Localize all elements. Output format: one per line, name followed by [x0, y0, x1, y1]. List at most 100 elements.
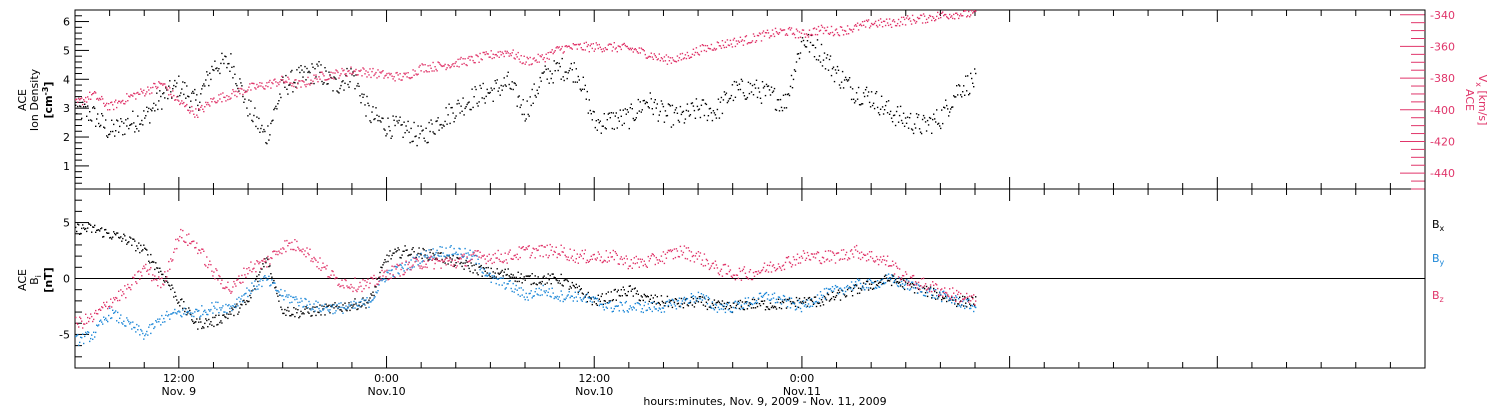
ion-density-point	[890, 117, 893, 119]
ion-density-point	[303, 71, 305, 73]
ion-density-point	[805, 46, 808, 48]
by-point	[542, 284, 544, 287]
vx-point	[802, 29, 805, 31]
vx-point	[443, 65, 445, 67]
ion-density-point	[928, 116, 931, 119]
by-point	[834, 284, 837, 287]
ion-density-point	[929, 117, 932, 120]
bz-point	[175, 238, 177, 241]
ion-density-point	[350, 68, 352, 70]
bx-point	[695, 300, 698, 302]
by-point	[621, 304, 623, 306]
vx-point	[257, 86, 259, 88]
by-point	[688, 302, 691, 304]
bz-point	[185, 241, 187, 244]
vx-tick-label: -380	[1430, 72, 1455, 85]
ion-density-point	[606, 119, 608, 121]
by-point	[449, 246, 451, 248]
bz-point	[633, 257, 635, 259]
by-point	[451, 253, 453, 256]
bx-point	[896, 281, 899, 283]
by-point	[206, 313, 208, 316]
ion-density-point	[835, 72, 838, 74]
bx-point	[257, 280, 259, 283]
ion-density-point	[603, 113, 605, 115]
bx-point	[882, 282, 885, 285]
by-point	[499, 277, 501, 279]
by-point	[317, 301, 319, 304]
ion-density-point	[448, 103, 450, 105]
vx-point	[691, 53, 694, 55]
vx-point	[931, 19, 933, 22]
ion-density-series	[75, 33, 977, 147]
vx-point	[836, 32, 839, 34]
ion-density-point	[826, 54, 829, 56]
bz-point	[455, 267, 457, 269]
ion-density-point	[564, 71, 566, 73]
vx-point	[932, 16, 934, 18]
ion-density-point	[301, 69, 303, 71]
vx-point	[644, 53, 646, 56]
by-point	[504, 288, 506, 290]
ion-density-point	[591, 119, 593, 121]
by-point	[766, 298, 769, 300]
by-point	[586, 293, 588, 295]
by-point	[874, 286, 877, 288]
bx-point	[570, 287, 572, 289]
ion-density-point	[546, 78, 548, 80]
bz-point	[358, 286, 360, 288]
bz-point	[546, 244, 548, 247]
bz-point	[812, 256, 815, 258]
vx-point	[289, 82, 291, 84]
vx-point	[912, 19, 915, 21]
by-point	[364, 304, 366, 306]
vx-point	[319, 78, 321, 80]
vx-point	[417, 73, 419, 75]
bz-point	[345, 279, 347, 282]
bz-point	[238, 275, 240, 277]
vx-point	[622, 43, 624, 45]
by-point	[535, 288, 537, 290]
bx-point	[626, 294, 628, 297]
vx-point	[191, 105, 193, 108]
ion-density-point	[270, 122, 272, 125]
ion-density-point	[802, 39, 805, 42]
ion-density-point	[886, 112, 889, 114]
ion-density-point	[397, 122, 399, 124]
bz-point	[710, 265, 713, 267]
bz-point	[295, 249, 297, 252]
bz-point	[664, 253, 667, 255]
bz-point	[851, 253, 854, 255]
vx-point	[232, 89, 234, 91]
bz-point	[529, 256, 531, 259]
vx-point	[921, 22, 924, 24]
by-point	[166, 310, 168, 313]
bx-point	[227, 317, 229, 320]
vx-point	[342, 70, 344, 72]
ion-density-point	[306, 67, 308, 70]
vx-point	[426, 71, 428, 73]
vx-point	[398, 78, 400, 80]
bx-point	[543, 275, 545, 277]
bx-point	[232, 308, 234, 311]
by-point	[365, 299, 367, 301]
ion-density-point	[87, 105, 89, 107]
ion-density-point	[773, 87, 776, 90]
bz-point	[593, 253, 595, 256]
by-point	[762, 295, 765, 297]
ion-density-point	[372, 106, 374, 108]
bz-point	[381, 269, 383, 272]
bz-point	[617, 263, 619, 265]
vx-point	[210, 98, 212, 100]
by-point	[753, 302, 756, 305]
vx-point	[537, 53, 539, 56]
vx-point	[840, 26, 843, 28]
vx-point	[437, 61, 439, 63]
ion-density-point	[723, 91, 726, 93]
by-point	[243, 294, 245, 296]
vx-point	[747, 42, 750, 44]
bz-point	[747, 278, 750, 280]
by-point	[662, 307, 665, 309]
bx-point	[323, 305, 325, 308]
by-point	[825, 287, 828, 290]
